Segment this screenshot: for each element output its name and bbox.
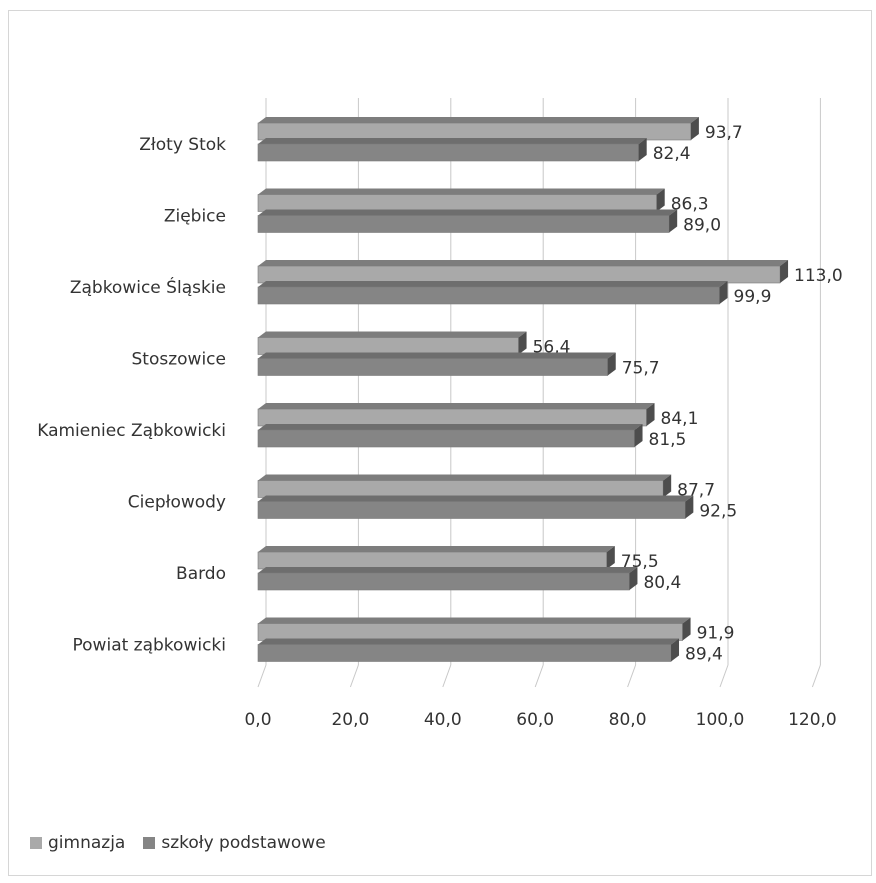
bar-side-szkoly-podstawowe-kamieniec-zabkowicki [634, 424, 643, 447]
legend: gimnazja szkoły podstawowe [30, 833, 326, 853]
bar-top-szkoly-podstawowe-powiat-zabkowicki [258, 638, 680, 645]
category-label-zloty-stok: Złoty Stok [139, 135, 226, 155]
legend-item-gimnazja: gimnazja [30, 833, 125, 853]
gridline-foot-2 [442, 664, 452, 688]
bar-top-szkoly-podstawowe-ziebice [258, 209, 678, 216]
gridline-foot-3 [534, 664, 544, 688]
bar-top-szkoly-podstawowe-zloty-stok [258, 138, 647, 144]
bar-top-szkoly-podstawowe-kamieniec-zabkowicki [258, 424, 643, 430]
category-label-powiat-zabkowicki: Powiat ząbkowicki [73, 636, 226, 656]
x-tick-label: 120,0 [788, 710, 837, 730]
x-tick-label: 20,0 [331, 710, 369, 730]
bar-top-szkoly-podstawowe-bardo [258, 567, 638, 573]
gridline-foot-6 [811, 664, 821, 688]
legend-item-szkoly-podstawowe: szkoły podstawowe [143, 833, 326, 853]
bar-top-gimnazja-zabkowice-slaskie [258, 260, 789, 266]
gridline-foot-5 [719, 664, 729, 688]
bar-side-gimnazja-zloty-stok [690, 117, 699, 140]
x-tick-label: 0,0 [244, 710, 271, 730]
bar-gimnazja-cieplowody [257, 480, 664, 498]
bar-top-gimnazja-powiat-zabkowicki [258, 617, 691, 624]
bar-top-gimnazja-kamieniec-zabkowicki [258, 403, 655, 409]
category-label-cieplowody: Ciepłowody [128, 493, 226, 513]
gridline-foot-0 [257, 664, 267, 688]
bar-side-gimnazja-powiat-zabkowicki [682, 617, 691, 641]
bar-top-gimnazja-cieplowody [258, 474, 672, 481]
bar-szkoly-podstawowe-kamieniec-zabkowicki [257, 429, 635, 448]
bar-top-gimnazja-zloty-stok [258, 117, 699, 123]
bar-side-szkoly-podstawowe-zloty-stok [638, 138, 647, 161]
bar-szkoly-podstawowe-zabkowice-slaskie [257, 286, 720, 305]
bar-side-szkoly-podstawowe-ziebice [669, 209, 678, 233]
bar-side-szkoly-podstawowe-powiat-zabkowicki [671, 638, 680, 662]
legend-label-szkoly-podstawowe: szkoły podstawowe [161, 833, 326, 853]
category-label-ziebice: Ziębice [164, 207, 226, 227]
data-label-szkoly-podstawowe-zloty-stok: 82,4 [653, 144, 691, 164]
data-label-szkoly-podstawowe-zabkowice-slaskie: 99,9 [734, 287, 772, 307]
legend-label-gimnazja: gimnazja [48, 833, 126, 853]
legend-swatch-gimnazja [30, 837, 42, 849]
bar-szkoly-podstawowe-powiat-zabkowicki [257, 644, 672, 662]
bar-top-gimnazja-ziebice [258, 188, 665, 195]
bar-szkoly-podstawowe-ziebice [257, 215, 670, 233]
x-tick-label: 40,0 [424, 710, 462, 730]
bar-szkoly-podstawowe-stoszowice [257, 358, 609, 376]
bar-side-gimnazja-cieplowody [663, 474, 672, 498]
data-label-gimnazja-kamieniec-zabkowicki: 84,1 [661, 409, 699, 429]
bar-side-gimnazja-kamieniec-zabkowicki [646, 403, 655, 426]
bar-gimnazja-kamieniec-zabkowicki [257, 408, 647, 427]
bar-side-szkoly-podstawowe-zabkowice-slaskie [719, 281, 728, 304]
data-label-szkoly-podstawowe-powiat-zabkowicki: 89,4 [685, 645, 723, 665]
bar-side-gimnazja-stoszowice [518, 331, 527, 355]
category-label-bardo: Bardo [176, 564, 226, 584]
bar-side-gimnazja-ziebice [656, 188, 665, 212]
bar-side-szkoly-podstawowe-cieplowody [685, 495, 694, 519]
data-label-gimnazja-powiat-zabkowicki: 91,9 [697, 624, 735, 644]
bar-gimnazja-zabkowice-slaskie [257, 265, 781, 284]
bar-top-szkoly-podstawowe-cieplowody [258, 495, 694, 502]
category-label-zabkowice-slaskie: Ząbkowice Śląskie [70, 276, 226, 298]
legend-swatch-szkoly-podstawowe [143, 837, 156, 849]
bar-gimnazja-bardo [257, 551, 608, 570]
data-label-szkoly-podstawowe-stoszowice: 75,7 [622, 359, 660, 379]
bar-side-gimnazja-zabkowice-slaskie [780, 260, 789, 283]
bar-gimnazja-stoszowice [257, 337, 519, 355]
bar-szkoly-podstawowe-zloty-stok [257, 143, 639, 162]
x-tick-label: 100,0 [696, 710, 745, 730]
data-label-szkoly-podstawowe-cieplowody: 92,5 [699, 502, 737, 522]
bar-top-szkoly-podstawowe-zabkowice-slaskie [258, 281, 728, 287]
bar-top-gimnazja-stoszowice [258, 331, 527, 338]
data-label-szkoly-podstawowe-bardo: 80,4 [643, 573, 681, 593]
data-label-gimnazja-ziebice: 86,3 [671, 195, 709, 215]
gridline-foot-4 [627, 664, 637, 688]
data-label-gimnazja-zabkowice-slaskie: 113,0 [794, 266, 843, 286]
data-label-szkoly-podstawowe-ziebice: 89,0 [683, 216, 721, 236]
category-label-stoszowice: Stoszowice [132, 350, 226, 370]
bar-gimnazja-zloty-stok [257, 122, 692, 141]
bar-szkoly-podstawowe-cieplowody [257, 501, 686, 519]
data-label-gimnazja-zloty-stok: 93,7 [705, 123, 743, 143]
gridline-foot-1 [349, 664, 359, 688]
bar-szkoly-podstawowe-bardo [257, 572, 630, 591]
bar-gimnazja-ziebice [257, 194, 658, 212]
data-label-szkoly-podstawowe-kamieniec-zabkowicki: 81,5 [649, 430, 687, 450]
bar-top-szkoly-podstawowe-stoszowice [258, 352, 616, 359]
category-label-kamieniec-zabkowicki: Kamieniec Ząbkowicki [37, 421, 226, 441]
bar-side-szkoly-podstawowe-stoszowice [607, 352, 616, 376]
bar-side-gimnazja-bardo [606, 546, 615, 569]
bar-top-gimnazja-bardo [258, 546, 615, 552]
bar-gimnazja-powiat-zabkowicki [257, 623, 683, 641]
bar-side-szkoly-podstawowe-bardo [629, 567, 638, 590]
x-tick-label: 60,0 [516, 710, 554, 730]
x-tick-label: 80,0 [609, 710, 647, 730]
